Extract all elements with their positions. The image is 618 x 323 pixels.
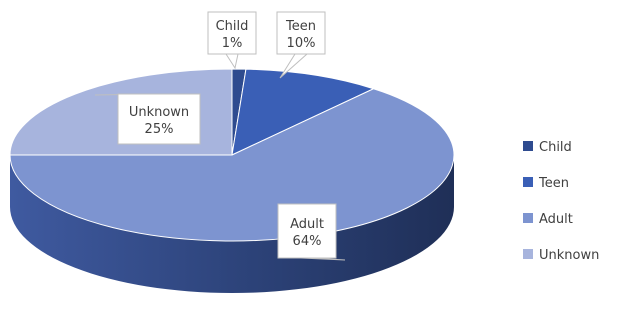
legend-item-adult: Adult: [523, 212, 573, 227]
legend-swatch: [523, 141, 533, 151]
data-label-name: Unknown: [129, 105, 189, 120]
legend-label: Adult: [539, 212, 573, 227]
data-label-adult: Adult 64%: [277, 203, 346, 261]
pie-side-layer: [10, 155, 454, 293]
legend-swatch: [523, 177, 533, 187]
pie-side-wall: [10, 155, 454, 293]
data-label-box: [117, 93, 201, 145]
legend-swatch: [523, 249, 533, 259]
data-label-percent: 10%: [287, 36, 316, 51]
data-label-box: [207, 11, 257, 55]
data-label-teen: Teen 10%: [276, 11, 326, 79]
data-label-name: Child: [216, 19, 249, 34]
legend-item-teen: Teen: [523, 176, 569, 191]
legend-label: Teen: [538, 176, 569, 191]
pie-slices: [9, 68, 455, 242]
legend: Child Teen Adult Unknown: [523, 140, 599, 263]
legend-item-unknown: Unknown: [523, 248, 599, 263]
data-label-name: Teen: [285, 19, 316, 34]
data-label-percent: 1%: [222, 36, 243, 51]
data-label-percent: 64%: [293, 234, 322, 249]
pie-data-labels: Child 1% Teen 10% Adult 64% Unknown 25%: [94, 11, 346, 261]
legend-label: Unknown: [539, 248, 599, 263]
data-label-pointer: [225, 53, 239, 70]
data-label-unknown: Unknown 25%: [94, 93, 201, 145]
data-label-name: Adult: [290, 217, 324, 232]
data-label-box: [277, 203, 337, 259]
data-label-child: Child 1%: [207, 11, 257, 70]
data-label-percent: 25%: [145, 122, 174, 137]
pie-slice-teen: [231, 68, 375, 156]
legend-label: Child: [539, 140, 572, 155]
legend-swatch: [523, 213, 533, 223]
data-label-box: [276, 11, 326, 55]
legend-item-child: Child: [523, 140, 572, 155]
